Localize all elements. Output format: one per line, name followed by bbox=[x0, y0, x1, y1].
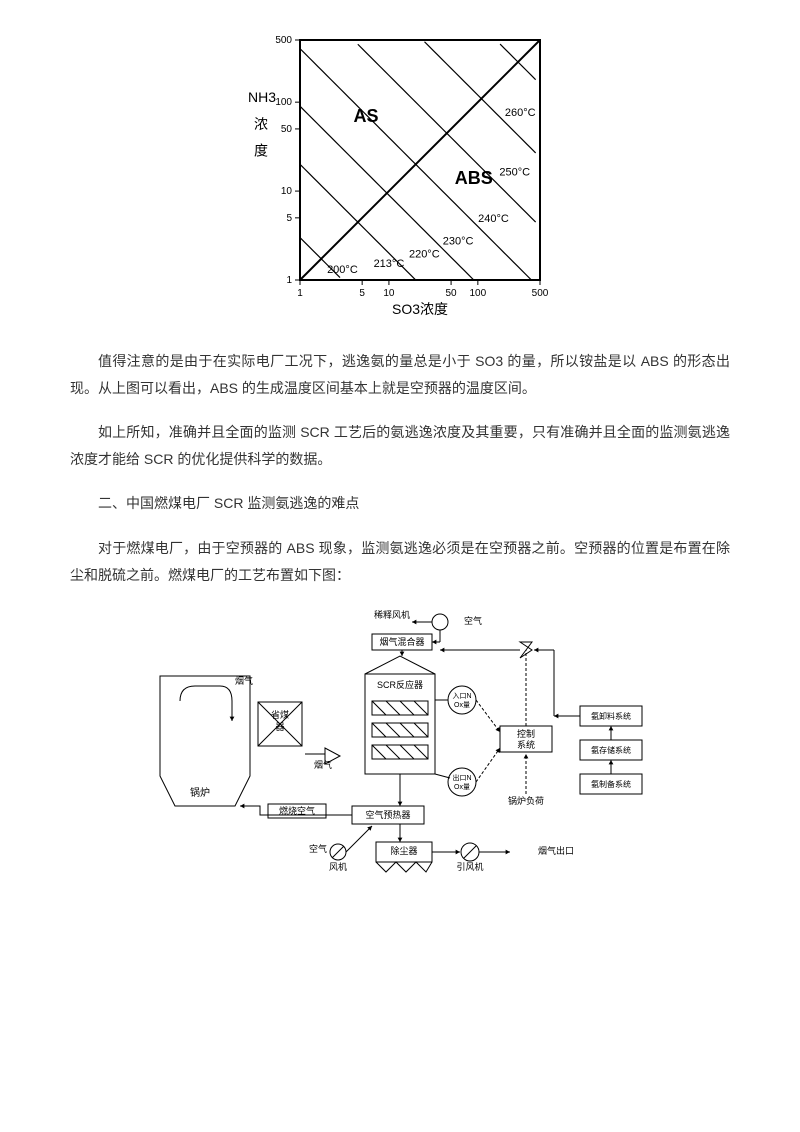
svg-text:5: 5 bbox=[359, 288, 365, 299]
svg-text:空气预热器: 空气预热器 bbox=[365, 809, 410, 820]
svg-text:AS: AS bbox=[354, 106, 379, 126]
svg-text:SO3浓度: SO3浓度 bbox=[392, 301, 448, 317]
section-heading-2: 二、中国燃煤电厂 SCR 监测氨逃逸的难点 bbox=[70, 490, 730, 517]
svg-text:锅炉负荷: 锅炉负荷 bbox=[508, 795, 544, 806]
svg-text:1: 1 bbox=[297, 288, 303, 299]
svg-text:230°C: 230°C bbox=[443, 236, 474, 248]
svg-text:氨卸料系统: 氨卸料系统 bbox=[591, 711, 631, 721]
paragraph-1: 值得注意的是由于在实际电厂工况下，逃逸氨的量总是小于 SO3 的量，所以铵盐是以… bbox=[70, 348, 730, 401]
svg-text:Ox量: Ox量 bbox=[454, 783, 470, 791]
svg-text:风机: 风机 bbox=[329, 861, 347, 872]
svg-text:1: 1 bbox=[286, 275, 292, 286]
svg-text:烟气出口: 烟气出口 bbox=[538, 845, 574, 856]
svg-text:SCR反应器: SCR反应器 bbox=[377, 679, 423, 690]
svg-text:出口N: 出口N bbox=[452, 773, 471, 782]
svg-text:氨制备系统: 氨制备系统 bbox=[591, 779, 631, 789]
svg-text:空气: 空气 bbox=[309, 843, 327, 854]
process-diagram-svg: 锅炉烟气省煤器烟气SCR反应器烟气混合器稀释风机空气入口NOx量出口NOx量空气… bbox=[140, 606, 660, 906]
svg-text:200°C: 200°C bbox=[327, 264, 358, 276]
svg-text:NH3: NH3 bbox=[248, 89, 276, 105]
svg-text:控制: 控制 bbox=[517, 728, 535, 739]
phase-chart-svg: 1 5 10 50 100 500 1 5 10 50 100 500 AS ABS 200°C 213°C 2… bbox=[230, 20, 570, 320]
svg-text:ABS: ABS bbox=[455, 168, 493, 188]
svg-text:213°C: 213°C bbox=[374, 258, 405, 270]
svg-text:10: 10 bbox=[281, 186, 293, 197]
svg-text:空气: 空气 bbox=[464, 615, 482, 626]
svg-text:Ox量: Ox量 bbox=[454, 701, 470, 709]
svg-text:260°C: 260°C bbox=[505, 107, 536, 119]
svg-text:5: 5 bbox=[286, 213, 292, 224]
svg-text:稀释风机: 稀释风机 bbox=[374, 609, 410, 620]
svg-text:250°C: 250°C bbox=[499, 166, 530, 178]
svg-text:烟气混合器: 烟气混合器 bbox=[379, 636, 424, 647]
svg-text:入口N: 入口N bbox=[452, 692, 471, 700]
svg-text:240°C: 240°C bbox=[478, 213, 509, 225]
svg-text:烟气: 烟气 bbox=[314, 759, 332, 770]
svg-text:度: 度 bbox=[254, 143, 268, 159]
svg-text:500: 500 bbox=[532, 288, 549, 299]
svg-text:100: 100 bbox=[470, 288, 487, 299]
svg-text:引风机: 引风机 bbox=[456, 861, 483, 872]
svg-text:烟气: 烟气 bbox=[235, 675, 253, 686]
phase-chart: 1 5 10 50 100 500 1 5 10 50 100 500 AS ABS 200°C 213°C 2… bbox=[70, 20, 730, 320]
svg-text:燃烧空气: 燃烧空气 bbox=[279, 805, 315, 816]
svg-text:除尘器: 除尘器 bbox=[390, 845, 417, 856]
svg-text:220°C: 220°C bbox=[409, 248, 440, 260]
svg-text:系统: 系统 bbox=[517, 739, 535, 750]
svg-text:10: 10 bbox=[383, 288, 395, 299]
svg-text:氨存储系统: 氨存储系统 bbox=[591, 745, 631, 755]
svg-text:50: 50 bbox=[446, 288, 458, 299]
svg-text:锅炉: 锅炉 bbox=[190, 787, 210, 799]
svg-text:50: 50 bbox=[281, 124, 293, 135]
paragraph-2: 如上所知，准确并且全面的监测 SCR 工艺后的氨逃逸浓度及其重要，只有准确并且全… bbox=[70, 419, 730, 472]
svg-text:100: 100 bbox=[275, 97, 292, 108]
paragraph-3: 对于燃煤电厂，由于空预器的 ABS 现象，监测氨逃逸必须是在空预器之前。空预器的… bbox=[70, 535, 730, 588]
svg-text:浓: 浓 bbox=[254, 116, 268, 132]
process-diagram: 锅炉烟气省煤器烟气SCR反应器烟气混合器稀释风机空气入口NOx量出口NOx量空气… bbox=[70, 606, 730, 906]
svg-text:500: 500 bbox=[275, 35, 292, 46]
